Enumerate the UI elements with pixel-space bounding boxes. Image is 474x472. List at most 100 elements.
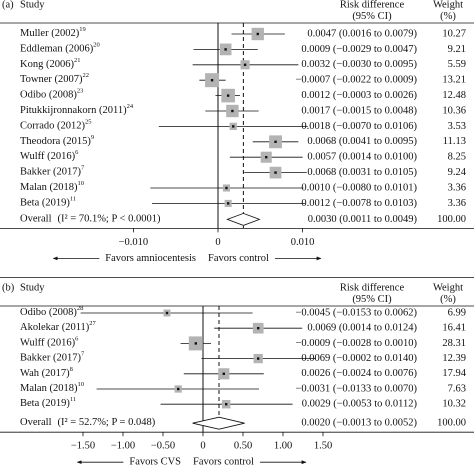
weight-label: 17.94 [442,368,466,379]
effect-point [257,357,260,360]
overall-name: Overall [20,214,52,225]
header-weight: Weight [433,282,463,293]
study-ref: 10 [77,180,84,187]
weight-label: 10.32 [442,399,466,410]
study-name: Malan (2018) [20,182,78,193]
overall-diamond [226,212,261,226]
study-name: Bakker (2017) [20,353,81,364]
study-label: Akolekar (2011)27 [20,321,97,334]
study-name: Corrado (2012) [20,121,86,132]
overall-diamond [192,416,245,430]
effect-point [225,186,228,190]
overall-stats: (I² = 70.1%; P < 0.0001) [58,214,161,225]
study-label: Wah (2017)8 [20,366,73,379]
study-name: Beta (2019) [20,198,70,209]
study-name: Wulff (2016) [20,338,76,349]
study-ref: 28 [77,305,84,312]
effect-label: −0.0007 (−0.0022 to 0.0009) [295,75,417,86]
header-effect: (95% CI) [352,294,392,305]
study-label: Beta (2019)11 [20,196,76,209]
effect-label: 0.0032 (−0.0030 to 0.0095) [301,59,417,70]
effect-point [225,403,228,406]
effect-label: 0.0069 (0.0014 to 0.0124) [307,323,417,334]
header-weight: (%) [440,294,456,305]
study-label: Kong (2006)21 [20,57,80,70]
study-ref: 20 [93,42,100,49]
effect-label: −0.0009 (−0.0028 to 0.0010) [295,338,417,349]
study-ref: 11 [70,397,76,404]
study-label: Malan (2018)10 [20,180,84,193]
panel-label: (a) [2,0,14,10]
study-ref: 7 [81,351,85,358]
study-name: Akolekar (2011) [20,323,90,334]
study-ref: 8 [70,366,73,373]
effect-point [226,202,230,205]
weight-label: 28.31 [442,338,466,349]
study-ref: 10 [77,381,84,388]
overall-label: Overall (I² = 70.1%; P < 0.0001) [20,214,161,225]
header-effect: Risk difference [340,0,405,10]
effect-point [256,32,259,36]
effect-label: 0.0068 (0.0031 to 0.0105) [307,167,417,178]
study-label: Wulff (2016)6 [20,336,79,349]
effect-point [165,311,169,315]
study-name: Odibo (2008) [20,90,77,101]
study-ref: 6 [75,336,79,343]
effect-label: −0.0031 (−0.0133 to 0.0070) [295,383,417,394]
effect-point [231,109,234,113]
effect-label: 0.0012 (−0.0078 to 0.0103) [301,198,417,209]
study-name: Kong (2006) [20,59,74,70]
x-tick-label: 0 [200,441,205,452]
effect-label: 0.0068 (0.0041 to 0.0095) [307,136,417,147]
effect-point [210,79,214,82]
effect-point [257,327,260,330]
weight-label: 10.27 [442,28,466,39]
annotation-left: Favors amniocentesis [105,253,196,264]
overall-weight-label: 100.00 [437,418,466,429]
effect-label: 0.0010 (−0.0080 to 0.0101) [301,182,417,193]
study-name: Odibo (2008) [20,307,77,318]
study-ref: 25 [85,119,92,126]
annotation-right: Favors control [208,253,269,264]
overall-stats: (I² = 52.7%; P = 0.048) [58,418,156,429]
weight-label: 3.36 [448,198,466,209]
effect-point [274,171,277,174]
study-label: Beta (2019)11 [20,397,76,410]
study-name: Eddleman (2006) [20,44,94,55]
overall-effect-label: 0.0030 (0.0011 to 0.0049) [308,214,418,225]
weight-label: 10.36 [442,105,466,116]
effect-label: −0.0045 (−0.0153 to 0.0062) [295,307,417,318]
header-effect: (95% CI) [352,11,392,22]
study-ref: 9 [91,134,94,141]
study-ref: 21 [74,57,81,64]
study-name: Malan (2018) [20,383,78,394]
weight-label: 3.36 [448,182,466,193]
effect-point [224,48,227,51]
effect-point [226,94,230,97]
x-tick-label: 1.00 [274,441,292,452]
study-name: Wah (2017) [20,368,70,379]
effect-label: 0.0017 (−0.0015 to 0.0048) [301,105,417,116]
effect-point [243,63,247,66]
study-name: Beta (2019) [20,399,70,410]
effect-point [222,372,225,375]
header-weight: (%) [440,11,456,22]
header-study: Study [20,282,45,293]
effect-point [265,156,268,159]
annotation-right: Favors control [193,457,254,468]
study-label: Theodora (2015)9 [20,134,94,147]
x-tick-label: −1.50 [71,441,95,452]
effect-label: 0.0057 (0.0014 to 0.0100) [307,152,417,163]
study-label: Odibo (2008)28 [20,305,83,318]
weight-label: 5.59 [448,59,466,70]
study-label: Bakker (2017)7 [20,351,85,364]
weight-label: 13.21 [442,75,466,86]
study-ref: 7 [81,165,85,172]
x-tick-label: 1.50 [314,441,332,452]
header-weight: Weight [433,0,463,10]
x-tick-label: 0.50 [234,441,252,452]
study-ref: 23 [77,88,84,95]
overall-effect-label: 0.0020 (−0.0013 to 0.0052) [301,418,417,429]
effect-label: 0.0012 (−0.0003 to 0.0026) [301,90,417,101]
study-name: Theodora (2015) [20,136,91,147]
